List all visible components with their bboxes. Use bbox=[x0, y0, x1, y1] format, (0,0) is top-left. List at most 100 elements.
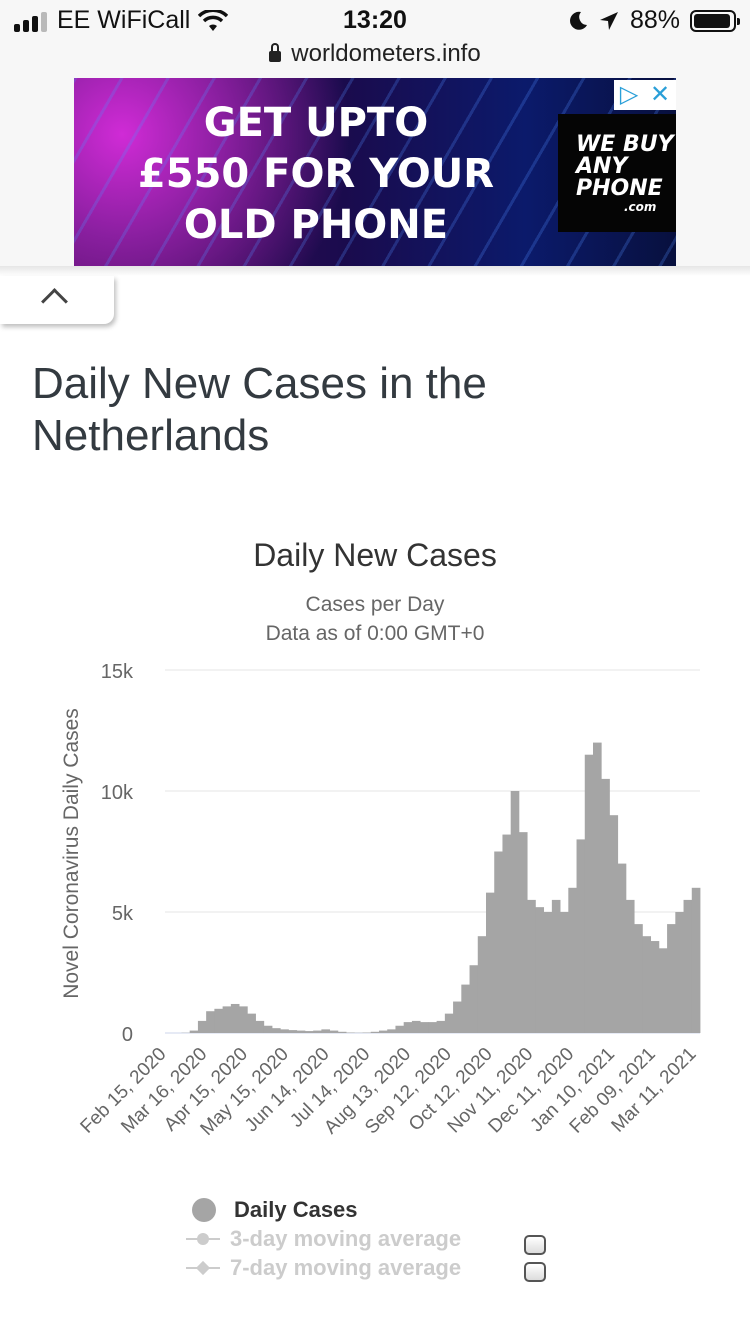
ad-choices[interactable]: ▷ ✕ bbox=[614, 80, 676, 110]
bar bbox=[428, 1022, 438, 1033]
adchoices-icon[interactable]: ▷ bbox=[619, 81, 639, 108]
bar bbox=[239, 1006, 248, 1033]
ad-container: GET UPTO £550 FOR YOUR OLD PHONE WE BUY … bbox=[0, 78, 750, 266]
ad-brand-line: WE BUY bbox=[576, 132, 674, 157]
bar bbox=[634, 924, 643, 1033]
bar bbox=[321, 1029, 331, 1033]
bar bbox=[650, 941, 660, 1033]
bar bbox=[486, 892, 495, 1033]
chevron-up-icon bbox=[41, 288, 68, 315]
ad-divider bbox=[0, 266, 750, 276]
bar bbox=[436, 1020, 446, 1033]
carrier-label: EE WiFiCall bbox=[57, 6, 191, 34]
y-tick-label: 5k bbox=[112, 903, 134, 925]
legend-label: 7-day moving average bbox=[230, 1255, 462, 1280]
bar bbox=[683, 899, 693, 1033]
bar bbox=[609, 815, 619, 1033]
address-bar[interactable]: worldometers.info bbox=[0, 40, 750, 68]
bar bbox=[535, 907, 545, 1033]
chart-title: Daily New Cases bbox=[253, 537, 497, 573]
close-ad-icon[interactable]: ✕ bbox=[650, 81, 671, 108]
ad-banner[interactable]: GET UPTO £550 FOR YOUR OLD PHONE WE BUY … bbox=[74, 78, 676, 266]
bar bbox=[675, 912, 684, 1033]
bar bbox=[395, 1025, 405, 1033]
bar bbox=[527, 899, 536, 1033]
y-tick-label: 10k bbox=[101, 782, 134, 804]
ad-headline-line: OLD PHONE bbox=[183, 202, 449, 248]
bar bbox=[280, 1029, 289, 1033]
ad-brand-domain: .com bbox=[624, 200, 657, 214]
toggle-checkbox-7-day[interactable] bbox=[524, 1262, 546, 1282]
bar bbox=[263, 1025, 273, 1033]
bar bbox=[477, 936, 487, 1033]
bar bbox=[197, 1020, 207, 1033]
bar bbox=[189, 1030, 199, 1033]
chart-legend: Daily Cases 3-day moving average 7-day m… bbox=[186, 1196, 566, 1283]
bar bbox=[420, 1022, 429, 1033]
bar bbox=[617, 863, 627, 1033]
clock: 13:20 bbox=[343, 6, 407, 34]
legend-label: Daily Cases bbox=[234, 1197, 358, 1222]
legend-line-circle-icon bbox=[186, 1227, 220, 1251]
lock-icon bbox=[269, 43, 282, 62]
bar bbox=[510, 791, 520, 1033]
bar bbox=[543, 912, 553, 1033]
legend-line-diamond-icon bbox=[186, 1256, 220, 1280]
bar bbox=[255, 1020, 265, 1033]
bar bbox=[313, 1030, 322, 1033]
bar bbox=[551, 899, 561, 1033]
bar bbox=[502, 834, 512, 1033]
bar bbox=[469, 965, 479, 1033]
chart-subtitle: Cases per Day Data as of 0:00 GMT+0 bbox=[0, 590, 750, 648]
collapse-ad-button[interactable] bbox=[0, 276, 114, 324]
bar bbox=[337, 1031, 347, 1033]
bar bbox=[304, 1031, 314, 1033]
status-left: EE WiFiCall bbox=[14, 6, 229, 35]
bar bbox=[576, 839, 586, 1033]
bar bbox=[411, 1020, 421, 1033]
bar bbox=[642, 936, 652, 1033]
toggle-checkbox-3-day[interactable] bbox=[524, 1235, 546, 1255]
bar bbox=[691, 887, 701, 1033]
bar bbox=[387, 1029, 396, 1033]
wifi-icon bbox=[198, 9, 229, 31]
chart-subtitle-line: Cases per Day bbox=[305, 593, 445, 616]
bar bbox=[593, 742, 602, 1033]
ad-brand-logo: WE BUY ANY PHONE .com bbox=[558, 114, 676, 232]
bar bbox=[403, 1022, 413, 1033]
bar bbox=[288, 1030, 298, 1033]
bar bbox=[206, 1011, 215, 1033]
legend-item-daily-cases[interactable]: Daily Cases bbox=[186, 1196, 566, 1224]
bar bbox=[379, 1030, 388, 1033]
bar bbox=[667, 924, 676, 1033]
bar bbox=[444, 1013, 454, 1033]
bar bbox=[518, 832, 528, 1033]
legend-label: 3-day moving average bbox=[230, 1226, 462, 1251]
legend-dot-icon bbox=[192, 1198, 216, 1222]
bar bbox=[230, 1003, 240, 1033]
y-tick-label: 0 bbox=[122, 1024, 133, 1046]
signal-icon bbox=[14, 10, 47, 32]
bar bbox=[214, 1008, 224, 1033]
legend-item-3-day-average[interactable]: 3-day moving average bbox=[186, 1225, 566, 1255]
url-text: worldometers.info bbox=[291, 40, 481, 67]
ad-headline: GET UPTO £550 FOR YOUR OLD PHONE bbox=[136, 98, 496, 251]
bar bbox=[584, 754, 594, 1033]
bar bbox=[601, 778, 610, 1033]
bar bbox=[222, 1006, 232, 1033]
bar bbox=[296, 1030, 306, 1033]
bar bbox=[625, 899, 635, 1033]
bar bbox=[560, 912, 569, 1033]
bar bbox=[329, 1030, 339, 1033]
moon-icon bbox=[570, 11, 587, 30]
ad-brand-line: PHONE bbox=[576, 176, 663, 201]
battery-icon bbox=[690, 9, 740, 32]
bar bbox=[494, 851, 503, 1033]
bar bbox=[461, 984, 470, 1033]
bar bbox=[453, 1001, 462, 1033]
chart-subtitle-line: Data as of 0:00 GMT+0 bbox=[265, 622, 485, 645]
legend-item-7-day-average[interactable]: 7-day moving average bbox=[186, 1254, 566, 1282]
y-axis-title: Novel Coronavirus Daily Cases bbox=[60, 708, 83, 999]
bar bbox=[247, 1013, 256, 1033]
